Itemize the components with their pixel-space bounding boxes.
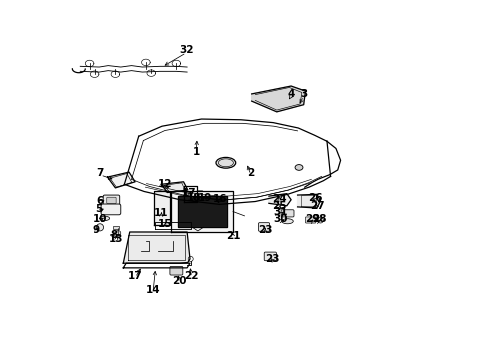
Text: 16: 16	[212, 194, 227, 204]
Text: 13: 13	[109, 234, 123, 244]
FancyBboxPatch shape	[103, 195, 120, 206]
Text: 18: 18	[186, 193, 201, 203]
Bar	[112, 226, 119, 229]
Circle shape	[96, 224, 103, 231]
FancyBboxPatch shape	[264, 252, 276, 261]
Ellipse shape	[281, 219, 293, 224]
Circle shape	[317, 217, 323, 223]
Ellipse shape	[216, 157, 235, 168]
Text: 23: 23	[258, 225, 272, 235]
FancyBboxPatch shape	[197, 191, 203, 199]
Text: 17: 17	[181, 188, 196, 198]
Text: 5: 5	[96, 204, 102, 215]
Text: 19: 19	[198, 193, 212, 203]
Polygon shape	[178, 196, 227, 227]
Text: 6: 6	[97, 196, 104, 206]
Text: 1: 1	[192, 147, 199, 157]
Text: 3: 3	[300, 89, 306, 99]
Text: 11: 11	[154, 208, 168, 218]
Polygon shape	[268, 194, 290, 206]
Text: 23: 23	[264, 254, 279, 264]
Ellipse shape	[100, 216, 109, 221]
Text: 10: 10	[93, 214, 107, 224]
Text: 2: 2	[247, 168, 254, 178]
FancyBboxPatch shape	[101, 204, 121, 215]
Text: 15: 15	[157, 219, 172, 229]
Text: 12: 12	[157, 179, 172, 189]
Text: 9: 9	[92, 225, 99, 235]
Text: 4: 4	[287, 89, 294, 99]
FancyBboxPatch shape	[281, 210, 293, 217]
Polygon shape	[107, 172, 135, 188]
Text: 31: 31	[273, 207, 287, 217]
Text: 20: 20	[172, 276, 186, 286]
Polygon shape	[251, 86, 305, 112]
Text: 26: 26	[307, 193, 322, 203]
FancyBboxPatch shape	[305, 217, 315, 223]
Polygon shape	[154, 192, 169, 225]
Text: 30: 30	[273, 215, 287, 224]
Text: 17: 17	[127, 271, 142, 281]
Text: 27: 27	[309, 201, 324, 211]
Text: 25: 25	[272, 201, 286, 211]
Text: 21: 21	[225, 231, 240, 240]
Circle shape	[116, 230, 121, 235]
FancyBboxPatch shape	[258, 223, 269, 231]
Ellipse shape	[294, 165, 303, 170]
Text: 8: 8	[110, 230, 117, 239]
Text: 29: 29	[304, 215, 319, 224]
Polygon shape	[123, 232, 190, 263]
FancyBboxPatch shape	[190, 192, 196, 199]
Text: 24: 24	[272, 194, 286, 204]
FancyBboxPatch shape	[169, 266, 183, 275]
Text: 28: 28	[311, 215, 325, 224]
Polygon shape	[171, 191, 233, 232]
Text: 7: 7	[97, 168, 104, 178]
Polygon shape	[161, 182, 187, 193]
Text: 22: 22	[184, 271, 198, 281]
FancyBboxPatch shape	[106, 197, 116, 204]
Text: 32: 32	[179, 45, 193, 55]
Text: 14: 14	[145, 285, 160, 296]
Polygon shape	[297, 194, 320, 208]
